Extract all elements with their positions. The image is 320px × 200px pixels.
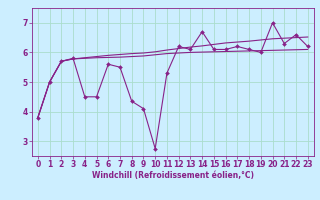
X-axis label: Windchill (Refroidissement éolien,°C): Windchill (Refroidissement éolien,°C) [92,171,254,180]
